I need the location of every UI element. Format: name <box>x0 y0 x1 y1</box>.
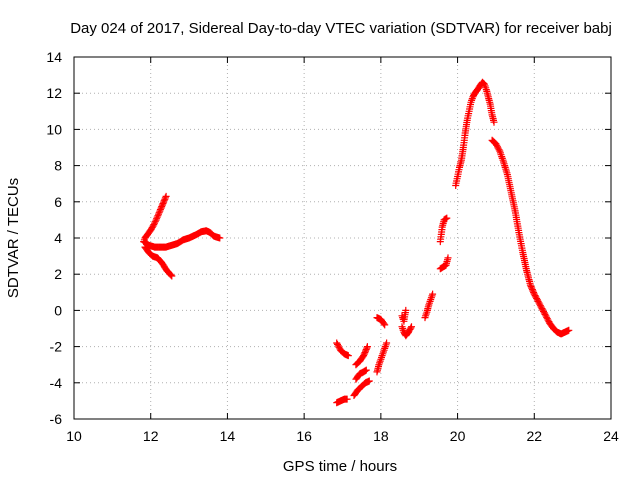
y-axis-title: SDTVAR / TECUs <box>5 178 22 298</box>
y-tick-label: 0 <box>54 302 62 318</box>
data-point <box>528 284 536 292</box>
y-tick-label: 10 <box>46 121 62 137</box>
data-point <box>343 395 351 403</box>
x-axis-title: GPS time / hours <box>283 458 397 475</box>
y-tick-label: 2 <box>54 266 62 282</box>
data-point <box>167 271 175 279</box>
data-point <box>155 209 163 217</box>
x-tick-label: 20 <box>450 428 466 444</box>
data-point <box>381 321 389 329</box>
data-point <box>495 146 503 154</box>
data-point <box>216 234 224 242</box>
data-point <box>362 347 369 355</box>
data-point <box>407 324 415 332</box>
x-tick-label: 12 <box>143 428 159 444</box>
data-point <box>159 200 167 208</box>
data-point <box>565 326 573 334</box>
y-tick-label: -4 <box>50 375 63 391</box>
y-tick-label: 14 <box>46 49 62 65</box>
axis-ticks <box>73 56 612 420</box>
data-point <box>402 306 410 314</box>
y-tick-label: 4 <box>54 230 62 246</box>
data-point <box>443 214 451 222</box>
x-tick-label: 16 <box>296 428 312 444</box>
y-tick-label: -6 <box>50 411 63 427</box>
grid <box>74 57 611 419</box>
data-point <box>383 339 391 347</box>
x-tick-label: 10 <box>66 428 82 444</box>
x-tick-label: 14 <box>220 428 236 444</box>
x-tick-label: 24 <box>603 428 619 444</box>
data-point <box>344 352 352 360</box>
data-point <box>408 323 415 331</box>
data-point <box>530 289 538 297</box>
y-tick-label: 6 <box>54 194 62 210</box>
chart-title: Day 024 of 2017, Sidereal Day-to-day VTE… <box>70 20 612 37</box>
data-series <box>140 78 573 407</box>
y-tick-label: 8 <box>54 158 62 174</box>
data-point <box>363 343 371 351</box>
data-point <box>527 283 535 291</box>
y-tick-label: 12 <box>46 85 62 101</box>
data-point <box>365 377 373 385</box>
data-point <box>360 350 368 358</box>
series-sdtvar <box>140 78 573 407</box>
data-point <box>168 272 176 280</box>
data-point <box>526 281 534 289</box>
data-point <box>380 320 388 328</box>
data-point <box>154 212 162 220</box>
x-tick-label: 18 <box>373 428 389 444</box>
x-tick-label: 22 <box>526 428 542 444</box>
data-point <box>152 216 160 224</box>
data-point <box>444 254 452 262</box>
data-point <box>362 366 370 374</box>
data-point <box>429 290 437 298</box>
y-tick-label: -2 <box>50 339 63 355</box>
data-point <box>490 118 498 126</box>
data-point <box>157 204 165 212</box>
